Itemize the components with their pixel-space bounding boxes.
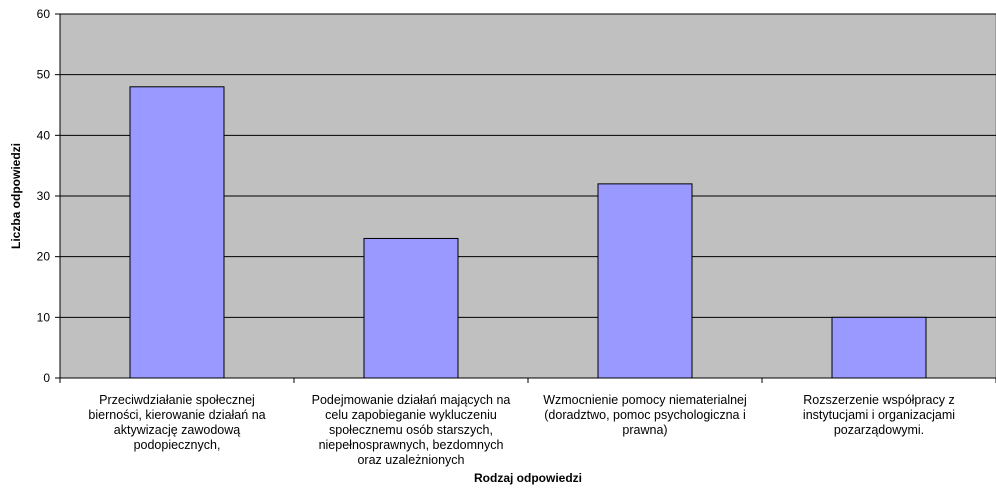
y-tick-label: 10 — [37, 310, 51, 324]
bar — [363, 237, 459, 379]
bar — [597, 183, 693, 379]
x-tick-label: Podejmowanie działań mających na celu za… — [311, 393, 511, 467]
y-tick-label: 50 — [37, 68, 51, 82]
y-axis-title: Liczba odpowiedzi — [9, 143, 23, 249]
bar — [831, 316, 927, 379]
y-tick-label: 60 — [37, 7, 51, 21]
x-tick-label: Wzmocnienie pomocy niematerialnej (dorad… — [543, 393, 747, 437]
x-axis-title: Rodzaj odpowiedzi — [474, 471, 582, 485]
axes: 0 10 20 30 40 50 60 — [37, 7, 996, 385]
x-tick-label: Przeciwdziałanie społecznej bierności, k… — [88, 393, 266, 452]
y-tick-label: 40 — [37, 128, 51, 142]
y-tick-label: 30 — [37, 189, 51, 203]
bar — [129, 86, 225, 379]
y-tick-label: 0 — [43, 371, 50, 385]
x-tick-label: Rozszerzenie współpracy z instytucjami i… — [802, 393, 956, 437]
y-tick-label: 20 — [37, 250, 51, 264]
